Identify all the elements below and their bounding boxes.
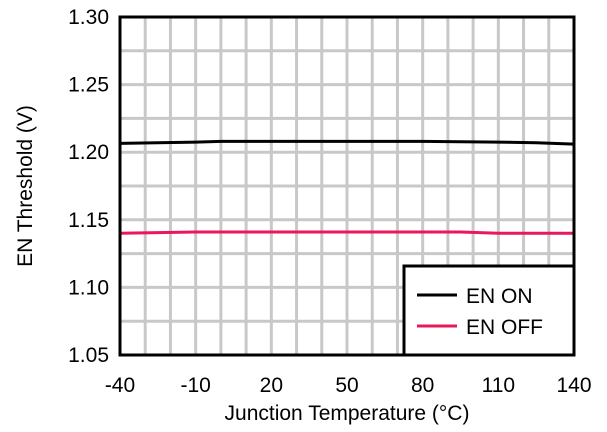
series-line-en-off [119,230,574,235]
plot-frame [118,15,576,357]
series-line-en-on [119,139,575,146]
y-tick-label: 1.30 [68,6,109,29]
legend: EN ON EN OFF [402,264,576,357]
x-tick-label: 140 [556,374,591,397]
y-tick-label: 1.05 [68,344,109,367]
x-tick-label: -40 [105,374,135,397]
x-tick-label: 110 [482,374,515,397]
legend-box [402,264,576,357]
x-tick-label: -10 [180,374,210,397]
y-tick-label: 1.15 [68,209,109,232]
x-axis-label: Junction Temperature (°C) [225,402,470,425]
y-tick-label: 1.10 [68,276,109,299]
y-tick-label: 1.25 [68,74,109,97]
series-group [119,139,575,235]
x-tick-label: 20 [260,374,283,397]
x-tick-label: 80 [411,374,434,397]
x-tick-labels: -40 -10 20 50 80 110 140 [105,374,592,397]
y-axis-label: EN Threshold (V) [14,105,37,267]
y-tick-label: 1.20 [68,141,109,164]
legend-label-en-on: EN ON [466,285,533,308]
y-tick-labels: 1.05 1.10 1.15 1.20 1.25 1.30 [68,6,109,367]
x-tick-label: 50 [335,374,358,397]
legend-label-en-off: EN OFF [466,316,543,339]
